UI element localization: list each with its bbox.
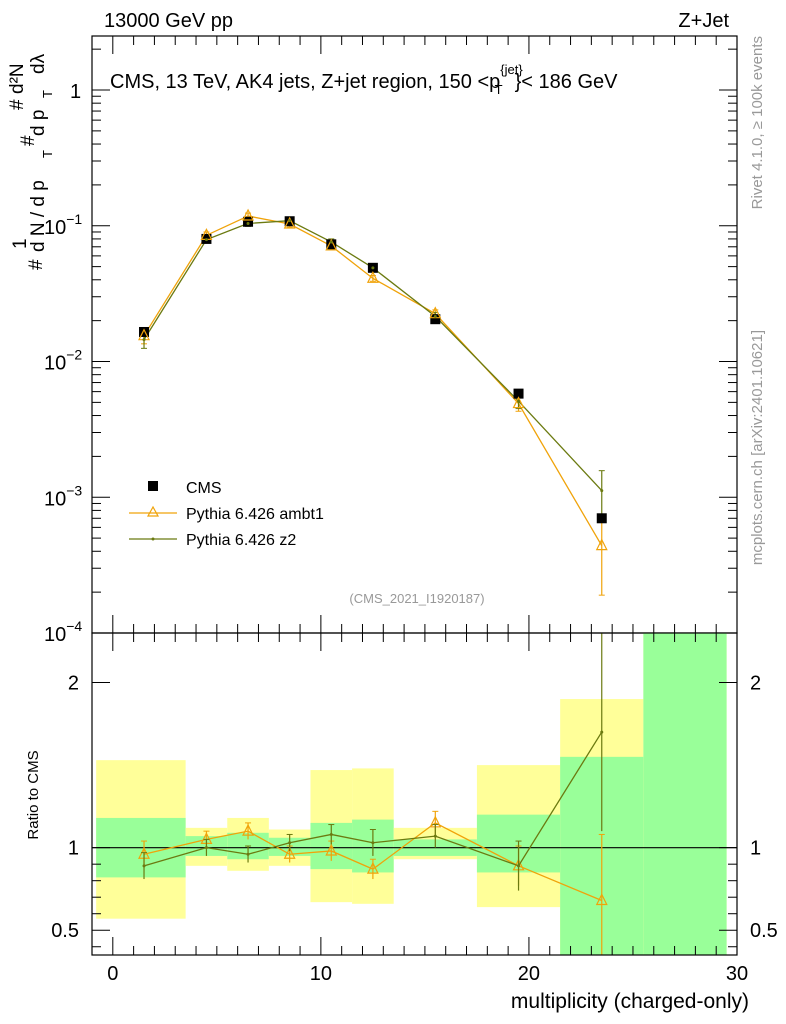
data-point-z2 (204, 238, 208, 242)
ratio-y-axis-label: Ratio to CMS (25, 750, 42, 839)
legend-label-ambt1: Pythia 6.426 ambt1 (186, 506, 324, 523)
ratio-point-z2 (246, 852, 250, 856)
data-point-z2 (433, 314, 437, 318)
ratio-point-z2 (517, 864, 521, 868)
svg-text:#: # (26, 259, 47, 270)
ratio-point-ambt1 (366, 861, 379, 874)
ratio-plot-panel: 0.5 0.51 12 20 10 20 30 (51, 632, 778, 985)
ratio-point-ambt1 (325, 843, 338, 856)
data-point-ambt1 (595, 538, 608, 551)
data-point-z2 (246, 221, 250, 225)
x-axis-label: multiplicity (charged-only) (511, 990, 749, 1013)
ratio-y-tick-label: 2 (68, 673, 79, 695)
data-point-z2 (517, 399, 521, 403)
y-tick-label: 1 (70, 81, 81, 103)
data-point-cms (430, 314, 441, 325)
bottom-frame (91, 632, 738, 956)
ratio-y-tick-label-right: 0.5 (750, 920, 778, 942)
y-axis-label: # 1 d N / d p T # d²N d p T # dλ (7, 53, 55, 270)
ratio-point-z2 (371, 841, 375, 845)
svg-text:d N / d p: d N / d p (28, 180, 49, 252)
y-tick-label: 10−4 (44, 618, 82, 646)
header-left: 13000 GeV pp (104, 10, 233, 32)
x-tick-label: 20 (518, 963, 540, 985)
x-tick-label: 0 (107, 963, 118, 985)
ratio-point-z2 (329, 832, 333, 836)
data-point-ambt1 (283, 216, 296, 229)
data-point-z2 (142, 338, 146, 342)
data-point-ambt1 (366, 270, 379, 283)
svg-text:1: 1 (10, 238, 31, 249)
legend-marker-cms (148, 481, 158, 491)
svg-text:T: T (40, 150, 55, 158)
data-point-cms (326, 239, 337, 250)
plot-title: CMS, 13 TeV, AK4 jets, Z+jet region, 150… (110, 62, 618, 97)
data-point-cms (596, 513, 607, 524)
y-tick-label: 10−3 (44, 482, 82, 510)
y-tick-label: 10−2 (44, 347, 82, 375)
data-point-z2 (288, 219, 292, 223)
legend-marker-z2 (151, 537, 155, 541)
data-point-ambt1 (242, 208, 255, 221)
data-point-cms (139, 326, 150, 337)
ratio-y-tick-label-right: 1 (750, 838, 761, 860)
mcplots-label: mcplots.cern.ch [arXiv:2401.10621] (749, 330, 766, 565)
svg-text:T: T (40, 90, 55, 98)
data-point-z2 (600, 489, 604, 493)
data-point-z2 (371, 266, 375, 270)
ratio-point-z2 (204, 846, 208, 850)
svg-text:#: # (18, 135, 39, 146)
legend-label-cms: CMS (186, 480, 222, 497)
ratio-y-tick-label: 0.5 (51, 920, 79, 942)
ratio-point-ambt1 (242, 823, 255, 836)
data-point-ambt1 (325, 238, 338, 251)
series-line (143, 220, 603, 492)
ratio-point-z2 (142, 864, 146, 868)
x-tick-label: 10 (310, 963, 332, 985)
ratio-point-ambt1 (283, 846, 296, 859)
ratio-point-z2 (433, 834, 437, 838)
ratio-point-z2 (600, 730, 604, 734)
y-tick-label: 10−1 (44, 211, 82, 239)
analysis-id: (CMS_2021_I1920187) (349, 591, 484, 606)
rivet-label: Rivet 4.1.0, ≥ 100k events (749, 36, 766, 209)
x-tick-label: 30 (726, 963, 748, 985)
data-point-z2 (329, 240, 333, 244)
ratio-y-tick-label: 1 (68, 838, 79, 860)
ratio-point-ambt1 (595, 893, 608, 906)
legend: CMS Pythia 6.426 ambt1 Pythia 6.426 z2 (129, 480, 324, 549)
legend-label-z2: Pythia 6.426 z2 (186, 532, 296, 549)
ratio-point-z2 (288, 841, 292, 845)
svg-text:d²N: d²N (7, 63, 28, 94)
data-point-cms (243, 216, 254, 227)
data-point-ambt1 (512, 396, 525, 409)
main-plot-panel: 10−4 10−3 10−2 10−1 1 (44, 35, 738, 648)
legend-marker-ambt1 (146, 505, 160, 517)
svg-text:dλ: dλ (28, 53, 49, 74)
uncertainty-band-green (643, 633, 727, 955)
data-point-cms (513, 388, 524, 399)
ratio-y-tick-label-right: 2 (750, 673, 761, 695)
svg-text:d p: d p (28, 110, 49, 136)
svg-text:#: # (7, 99, 28, 110)
header-right: Z+Jet (678, 10, 729, 32)
